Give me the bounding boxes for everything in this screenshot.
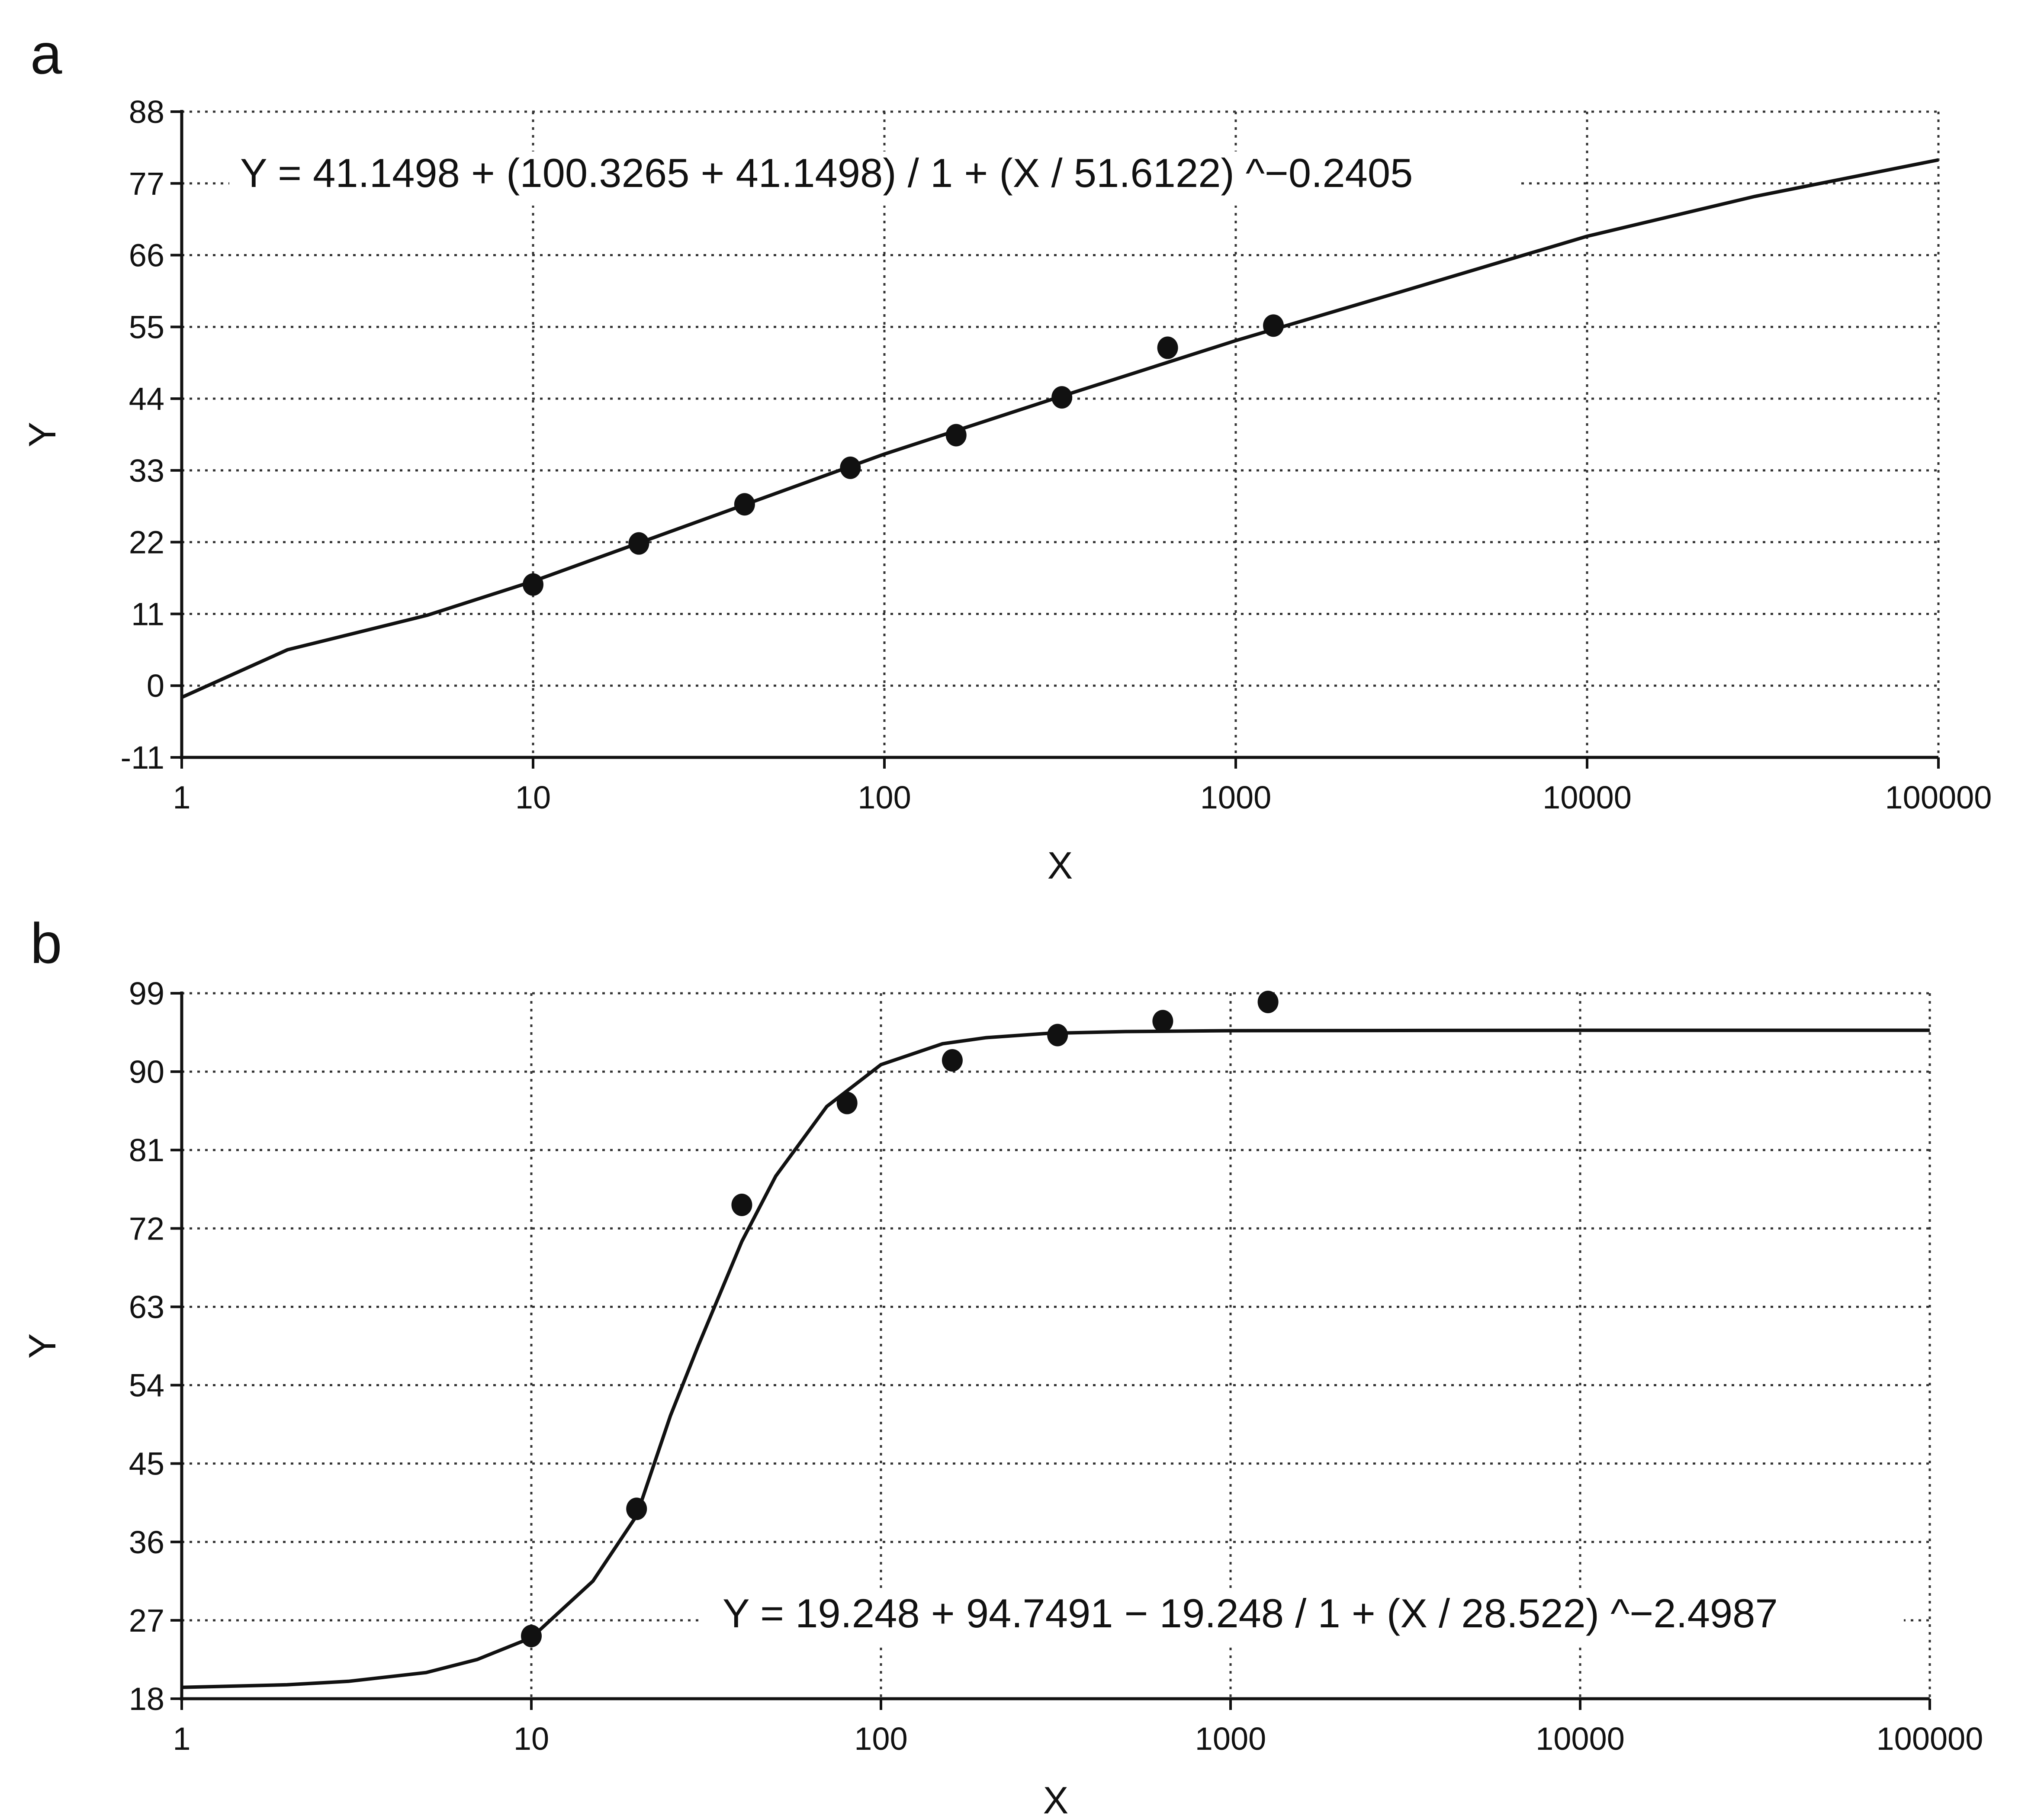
y-tick-label: 27 bbox=[129, 1603, 164, 1639]
x-tick-label: 10000 bbox=[1536, 1721, 1625, 1757]
fit-equation: Y = 19.248 + 94.7491 − 19.248 / 1 + (X /… bbox=[723, 1591, 1778, 1636]
data-point bbox=[734, 493, 755, 516]
x-tick-label: 1 bbox=[173, 779, 190, 815]
panel-letter: a bbox=[30, 22, 62, 86]
fit-curve bbox=[181, 158, 1939, 699]
y-tick-label: 36 bbox=[129, 1524, 164, 1560]
data-point bbox=[1263, 314, 1284, 337]
data-point bbox=[942, 1049, 963, 1072]
y-tick-label: 72 bbox=[129, 1211, 164, 1246]
x-tick-label: 1 bbox=[173, 1721, 190, 1757]
y-tick-label: 0 bbox=[147, 668, 164, 704]
data-point bbox=[628, 532, 649, 555]
y-tick-label: -11 bbox=[121, 740, 164, 776]
y-tick-label: 22 bbox=[129, 525, 164, 560]
y-tick-label: 66 bbox=[129, 238, 164, 274]
y-tick-label: 18 bbox=[129, 1681, 164, 1717]
data-point bbox=[945, 424, 967, 447]
x-tick-label: 100000 bbox=[1885, 779, 1992, 815]
y-tick-label: 54 bbox=[129, 1368, 164, 1404]
data-point bbox=[1047, 1024, 1068, 1046]
x-axis-label: X bbox=[1048, 844, 1073, 887]
x-tick-label: 100000 bbox=[1877, 1721, 1983, 1757]
data-point bbox=[1051, 386, 1073, 409]
y-tick-label: 11 bbox=[131, 596, 164, 632]
x-tick-label: 100 bbox=[854, 1721, 907, 1757]
data-point bbox=[731, 1194, 752, 1216]
y-axis-label: Y bbox=[21, 1333, 64, 1359]
y-tick-label: 81 bbox=[129, 1132, 164, 1168]
data-point bbox=[836, 1092, 858, 1114]
equation-background bbox=[229, 151, 1519, 206]
y-axis-label: Y bbox=[21, 422, 64, 448]
y-tick-label: 33 bbox=[129, 453, 164, 489]
x-tick-label: 10 bbox=[514, 1721, 549, 1757]
y-tick-label: 55 bbox=[129, 309, 164, 345]
data-point bbox=[521, 1625, 542, 1648]
x-axis-label: X bbox=[1043, 1779, 1069, 1816]
x-tick-label: 10000 bbox=[1543, 779, 1632, 815]
y-tick-label: 45 bbox=[129, 1446, 164, 1482]
data-point bbox=[523, 573, 543, 596]
data-point bbox=[1152, 1010, 1173, 1033]
data-point bbox=[1257, 991, 1279, 1014]
data-point bbox=[840, 456, 861, 479]
x-tick-label: 1000 bbox=[1200, 779, 1272, 815]
fit-equation: Y = 41.1498 + (100.3265 + 41.1498) / 1 +… bbox=[240, 150, 1413, 196]
fit-curve bbox=[181, 1028, 1930, 1689]
y-tick-label: 77 bbox=[129, 166, 164, 202]
panel-a: a -11 0 11 22 33 44 55 66 77 88 1 10 100 1000 10000 1000… bbox=[21, 22, 1992, 887]
y-tick-label: 88 bbox=[129, 94, 164, 130]
panel-letter: b bbox=[30, 911, 62, 975]
data-point bbox=[1157, 336, 1178, 359]
y-tick-label: 44 bbox=[129, 381, 164, 417]
x-tick-label: 100 bbox=[858, 779, 911, 815]
y-tick-label: 63 bbox=[129, 1289, 164, 1325]
panel-b: b 18 27 36 45 54 63 72 81 90 99 1 10 100 1000 10000 1000… bbox=[21, 911, 1983, 1816]
y-tick-label: 90 bbox=[129, 1054, 164, 1090]
x-tick-label: 10 bbox=[515, 779, 551, 815]
y-tick-label: 99 bbox=[129, 976, 164, 1011]
equation-background bbox=[701, 1591, 1904, 1645]
x-tick-label: 1000 bbox=[1195, 1721, 1266, 1757]
data-point bbox=[626, 1497, 647, 1520]
